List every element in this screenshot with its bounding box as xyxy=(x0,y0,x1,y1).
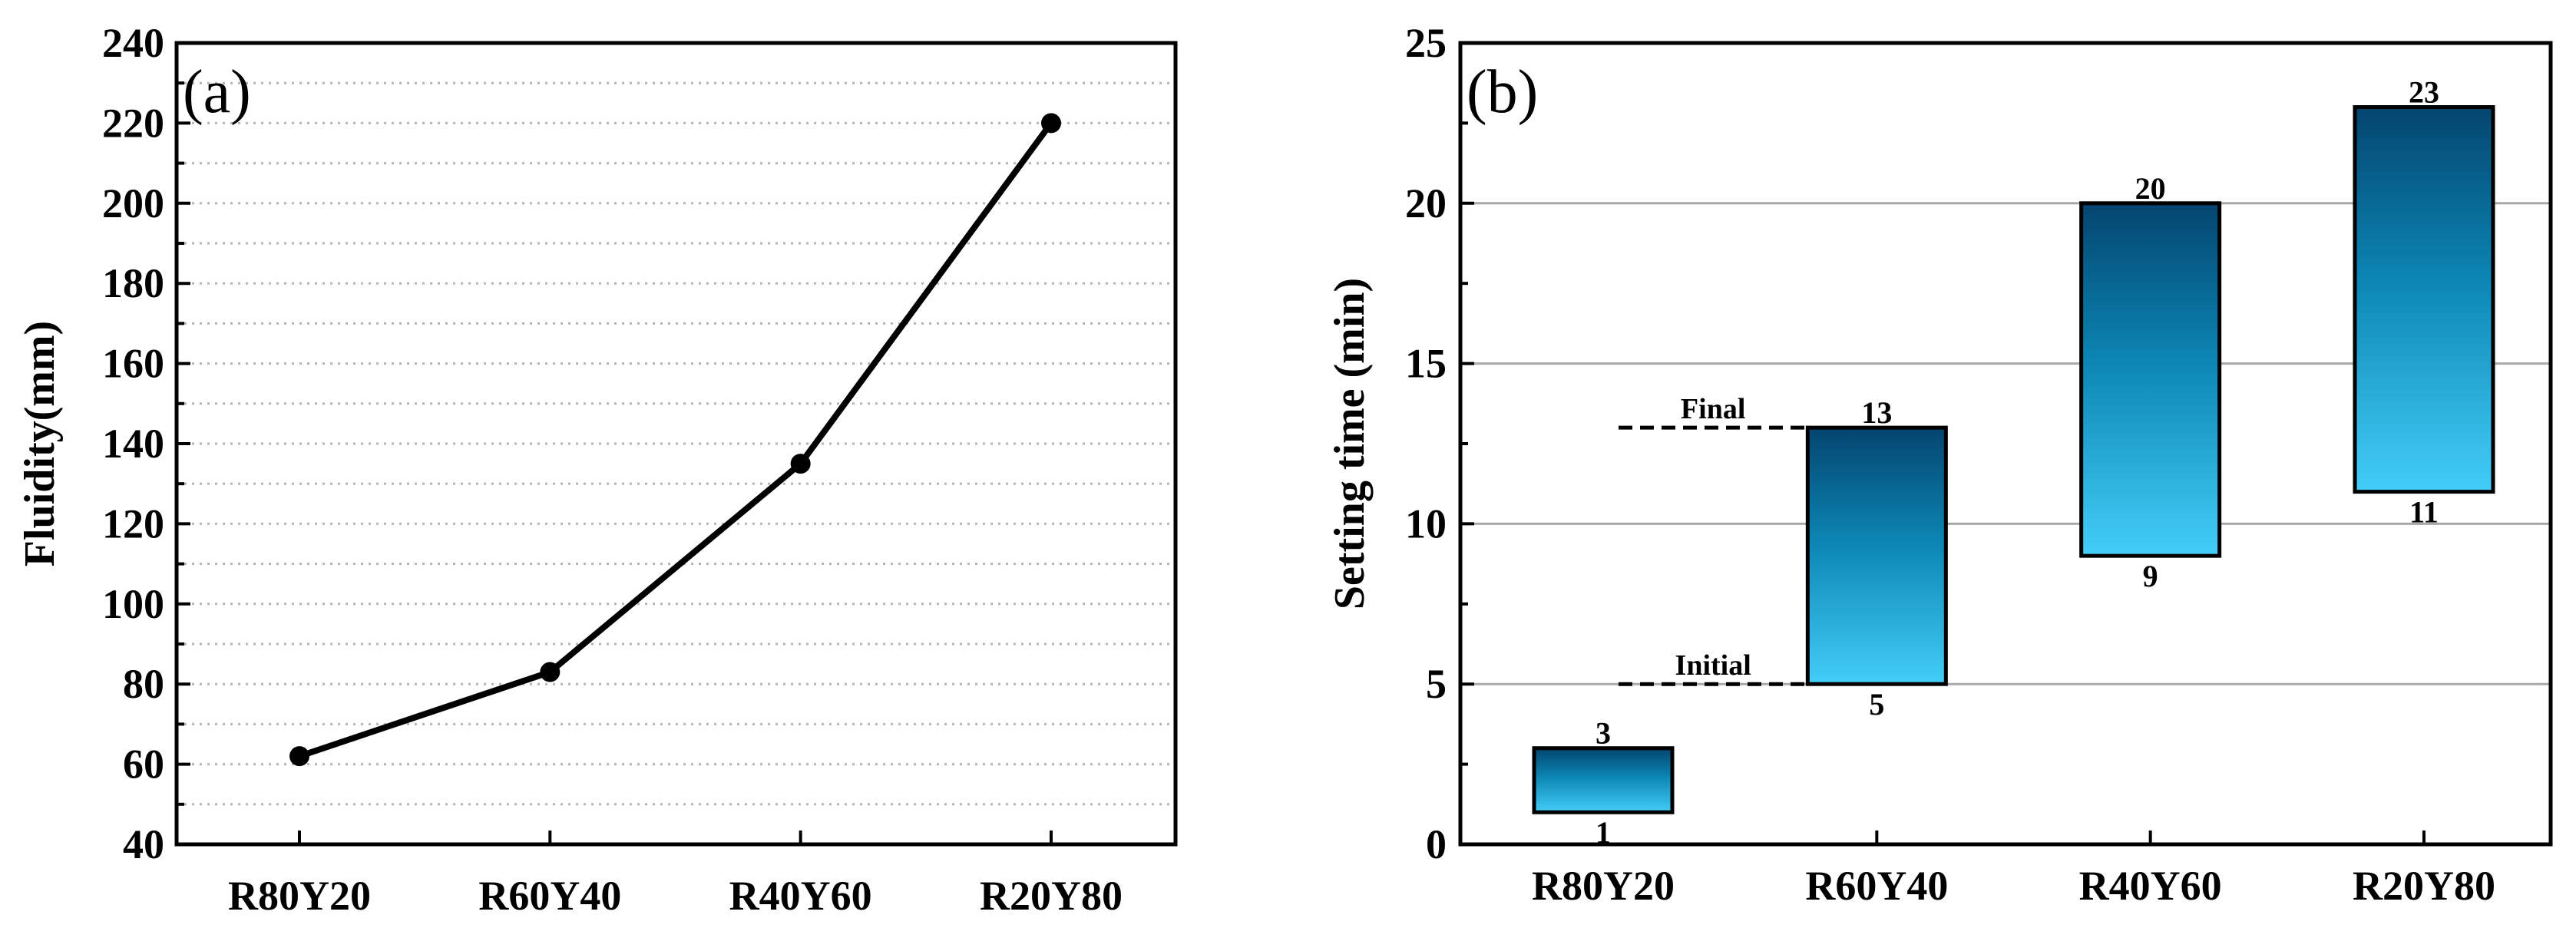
setting-time-bar xyxy=(1805,425,1948,686)
y-tick-label: 20 xyxy=(1405,180,1447,226)
y-tick-label: 15 xyxy=(1405,341,1447,387)
setting-time-y-tick-labels: 0 5 10 15 20 25 xyxy=(1405,20,1447,867)
setting-time-bar xyxy=(1532,746,1675,814)
final-value-label: 23 xyxy=(2409,75,2439,110)
fluidity-point xyxy=(540,662,561,682)
fluidity-line-chart: 40 60 80 100 120 140 160 180 200 220 240 R80Y20 R60… xyxy=(16,20,1178,919)
fluidity-y-tick-labels: 40 60 80 100 120 140 160 180 200 220 240 xyxy=(102,20,164,867)
x-tick-label: R60Y40 xyxy=(1805,863,1948,909)
setting-time-plot-frame xyxy=(1458,41,2553,847)
y-tick-label: 100 xyxy=(102,581,164,627)
y-tick-label: 180 xyxy=(102,260,164,306)
final-value-label: 3 xyxy=(1596,716,1611,751)
annotation-label: Initial xyxy=(1675,649,1751,682)
y-tick-label: 220 xyxy=(102,100,164,146)
setting-time-bar xyxy=(2079,201,2222,558)
y-tick-label: 25 xyxy=(1405,20,1447,66)
y-tick-label: 40 xyxy=(123,821,164,867)
y-tick-label: 10 xyxy=(1405,500,1447,547)
y-tick-label: 60 xyxy=(123,741,164,788)
fluidity-x-tick-labels: R80Y20 R60Y40 R40Y60 R20Y80 xyxy=(228,873,1123,919)
y-tick-label: 80 xyxy=(123,661,164,707)
x-tick-label: R20Y80 xyxy=(980,873,1123,919)
y-tick-label: 120 xyxy=(102,500,164,547)
setting-time-bar xyxy=(2353,105,2495,494)
panel-label-a: (a) xyxy=(183,58,251,126)
x-tick-label: R40Y60 xyxy=(729,873,872,919)
y-tick-label: 240 xyxy=(102,20,164,66)
fluidity-grid xyxy=(177,81,1176,806)
x-tick-label: R80Y20 xyxy=(1532,863,1675,909)
initial-value-label: 5 xyxy=(1869,687,1884,722)
panel-label-b: (b) xyxy=(1467,58,1538,126)
fluidity-point xyxy=(1041,113,1061,134)
x-tick-label: R80Y20 xyxy=(228,873,371,919)
final-value-label: 20 xyxy=(2135,171,2166,206)
x-tick-label: R20Y80 xyxy=(2353,863,2495,909)
y-tick-label: 0 xyxy=(1426,821,1447,867)
annotation-label: Final xyxy=(1681,393,1745,425)
initial-value-label: 1 xyxy=(1596,815,1611,850)
y-tick-label: 5 xyxy=(1426,661,1447,707)
fluidity-series xyxy=(289,113,1061,767)
setting-time-y-axis-title: Setting time (min) xyxy=(1326,278,1374,609)
y-tick-label: 140 xyxy=(102,421,164,467)
setting-time-annotations: Final Initial xyxy=(1619,393,1808,686)
fluidity-plot-frame xyxy=(174,41,1178,847)
fluidity-point xyxy=(790,454,811,474)
fluidity-point xyxy=(289,746,309,767)
initial-value-label: 11 xyxy=(2409,495,2439,530)
y-tick-label: 160 xyxy=(102,341,164,387)
final-value-label: 13 xyxy=(1861,395,1892,430)
x-tick-label: R60Y40 xyxy=(478,873,621,919)
fluidity-line xyxy=(298,121,1054,759)
initial-value-label: 9 xyxy=(2143,559,2158,593)
fluidity-y-axis-title: Fluidity(mm) xyxy=(16,321,64,566)
x-tick-label: R40Y60 xyxy=(2079,863,2222,909)
setting-time-x-tick-labels: R80Y20 R60Y40 R40Y60 R20Y80 xyxy=(1532,863,2495,909)
setting-time-bars: 3 1 13 5 20 9 23 11 xyxy=(1532,75,2495,850)
y-tick-label: 200 xyxy=(102,180,164,226)
